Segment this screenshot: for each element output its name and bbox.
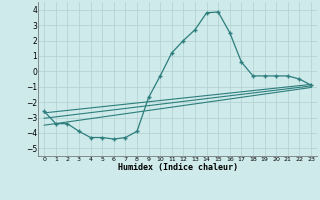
X-axis label: Humidex (Indice chaleur): Humidex (Indice chaleur) [118,163,238,172]
